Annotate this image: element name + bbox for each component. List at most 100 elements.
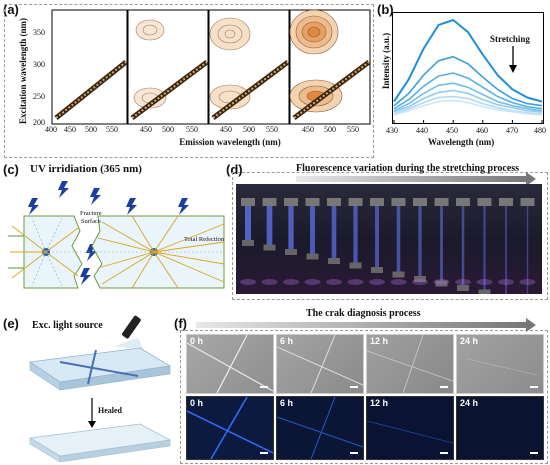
panel-a-xtick: 400 [45,125,57,134]
stretch-sample-8 [390,198,407,285]
contour-subplot-3 [208,9,290,125]
stretch-sample-5 [326,198,342,285]
time-label: 6 h [280,336,294,346]
panel-a-xtick: 550 [266,125,278,134]
micrograph-fluor-0h [186,396,274,460]
stretching-arrow-icon [509,46,517,73]
time-label: 6 h [280,398,294,408]
time-label: 24 h [460,336,479,346]
uv-diagram [8,181,225,289]
progress-arrow-d [296,176,526,182]
panel-a-xtick: 500 [243,125,255,134]
micrograph-bright-24h [456,334,544,394]
micrograph-bright-12h [366,334,454,394]
panel-c-title: UV irridiation (365 nm) [30,163,142,175]
micrograph-bright-6h [276,334,364,394]
stretch-sample-11 [455,198,471,291]
scale-bar [260,386,268,388]
panel-a-xtick: 500 [162,125,174,134]
panel-a-ytick: 200 [33,118,45,127]
panel-a-xtick: 450 [220,125,232,134]
healed-label: Healed [98,406,122,415]
panel-d-label: (d) [226,162,243,177]
panel-b-ylabel: Intensity (a.u.) [381,32,391,90]
contour-subplot-1 [51,9,128,125]
contour-subplot-4 [289,9,371,125]
micrograph-fluor-24h [456,396,544,460]
stretch-sample-14 [519,198,536,294]
stretch-sample-9 [412,198,428,285]
spectrum-series-1 [393,19,543,103]
panel-a-xtick: 450 [302,125,314,134]
panel-b-xtick: 440 [416,126,428,135]
scale-bar [350,452,358,454]
stretch-sample-7 [369,198,385,285]
fracture-surface-label: Fracture Surface [80,210,102,225]
stretch-sample-1 [240,198,256,285]
progress-arrow-f [196,322,526,328]
spectrum-series-7 [393,99,543,116]
panel-d-title: Fluorescence variation during the stretc… [296,163,520,174]
time-label: 12 h [370,336,389,346]
contour-subplot-2 [127,9,209,125]
panel-b-xtick: 480 [534,126,546,135]
time-label: 0 h [190,398,204,408]
panel-b-xtick: 470 [506,126,518,135]
panel-b-xtick: 430 [386,126,398,135]
stretch-sample-10 [433,198,450,287]
scale-bar [260,452,268,454]
spectrum-series-6 [393,95,543,115]
spectrum-series-4 [393,82,543,112]
panel-f-frame [180,330,548,464]
panel-a-xtick: 500 [324,125,336,134]
panel-a-frame [4,4,374,158]
spectrum-series-5 [393,89,543,113]
scale-bar [530,386,538,388]
down-arrow-icon [88,421,96,428]
panel-d-frame [232,172,548,300]
panel-b-xtick: 450 [446,126,458,135]
panel-e-label: (e) [3,316,19,331]
stretching-photo [236,184,542,294]
micrograph-fluor-12h [366,396,454,460]
panel-a-xtick: 500 [85,125,97,134]
progress-arrowhead-f [526,318,536,332]
panel-a-xtick: 450 [64,125,76,134]
panel-a-xtick: 450 [140,125,152,134]
stretch-sample-12 [476,198,493,294]
light-source-label: Exc. light source [32,320,103,331]
scale-bar [440,386,448,388]
panel-a-xtick: 550 [347,125,359,134]
stretching-annotation: Stretching [490,34,530,44]
panel-a-xlabel: Emission wavelength (nm) [179,137,281,147]
micrograph-bright-0h [186,334,274,394]
panel-b-xtick: 460 [476,126,488,135]
panel-a-label: (a) [3,2,19,17]
stretch-sample-2 [261,198,278,285]
panel-b-xtick-row: 430 440 450 460 470 480 [386,126,550,136]
spectrum-series-2 [393,55,543,107]
panel-c-label: (c) [3,162,19,177]
panel-b-label: (b) [377,2,394,17]
panel-a-xtick: 550 [106,125,118,134]
micrograph-fluor-6h [276,396,364,460]
healing-diagram [28,315,172,462]
spectrum-series-3 [393,72,543,110]
stretch-sample-6 [347,198,364,285]
panel-a-xtick: 550 [186,125,198,134]
stretch-sample-13 [498,198,514,294]
time-label: 12 h [370,398,389,408]
panel-b-xlabel: Wavelength (nm) [428,137,495,147]
stretch-sample-3 [283,198,299,285]
spectrum-chart [392,12,544,124]
panel-f-label: (f) [174,316,187,331]
stretch-sample-4 [304,198,321,285]
total-reflection-label: Total Refection [184,236,225,243]
progress-arrowhead-d [526,172,536,186]
panel-a-ytick: 350 [33,28,45,37]
panel-f-title: The crak diagnosis process [306,308,421,319]
light-source-icon [122,315,141,339]
panel-a-ytick: 300 [33,60,45,69]
panel-a-contours [51,9,371,125]
uv-bolt-icons [28,181,189,285]
